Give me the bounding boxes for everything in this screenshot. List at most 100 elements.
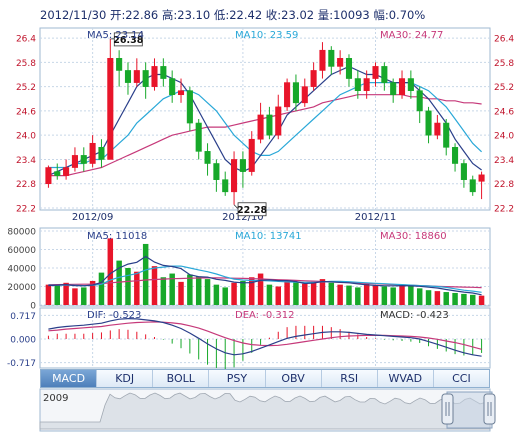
volume-grid	[40, 230, 490, 306]
candlestick	[381, 62, 388, 91]
volume-bar	[381, 286, 388, 305]
overview-navigator[interactable]: 2009	[39, 388, 496, 432]
candlestick	[301, 78, 308, 107]
volume-bar	[337, 284, 343, 305]
volume-bar	[178, 281, 184, 305]
tab-cci[interactable]: CCI	[433, 370, 489, 387]
volume-bar	[452, 292, 458, 305]
candle-body	[204, 151, 211, 164]
price-tick-left: 24.6	[16, 107, 36, 117]
overview-year-label: 2009	[43, 393, 68, 404]
candlestick	[398, 70, 406, 99]
candlestick	[257, 102, 264, 144]
tab-obv[interactable]: OBV	[265, 370, 322, 387]
price-tick-right: 22.2	[494, 205, 514, 215]
candle-body	[266, 114, 273, 136]
macd-tick: 0.000	[10, 336, 36, 346]
volume-bar	[355, 287, 361, 305]
candlestick	[54, 163, 61, 180]
volume-bar	[275, 286, 282, 305]
volume-bar	[160, 277, 167, 305]
volume-bar	[443, 292, 449, 305]
candle-body	[443, 122, 450, 148]
candle-body	[345, 58, 353, 79]
candle-body	[257, 114, 264, 140]
candle-body	[319, 49, 326, 71]
candlestick	[337, 50, 344, 75]
tab-boll[interactable]: BOLL	[153, 370, 210, 387]
volume-bar	[416, 288, 423, 305]
volume-bar	[408, 285, 414, 305]
legend-label: MA5: 23.14	[87, 30, 144, 41]
candle-body	[80, 155, 87, 164]
volume-bars	[45, 238, 485, 305]
volume-bar	[195, 276, 202, 305]
volume-bar	[372, 285, 379, 305]
overview-right-handle[interactable]	[483, 393, 496, 425]
volume-bar	[151, 266, 158, 305]
volume-tick: 0	[30, 302, 36, 312]
candle-body	[301, 86, 308, 104]
price-tick-left: 22.8	[16, 180, 36, 190]
volume-tick: 80000	[7, 228, 36, 238]
tab-wvad[interactable]: WVAD	[377, 370, 434, 387]
price-tick-left: 24.0	[16, 132, 36, 142]
candlestick	[89, 135, 96, 168]
candle-body	[354, 78, 361, 91]
volume-bar	[478, 295, 485, 305]
date-tick-label: 2012/09	[72, 212, 114, 223]
tab-rsi[interactable]: RSI	[321, 370, 378, 387]
candle-body	[337, 58, 344, 67]
macd-lines	[48, 317, 482, 357]
tab-kdj[interactable]: KDJ	[97, 370, 154, 387]
macd-tick: -0.717	[7, 359, 36, 369]
tab-psy[interactable]: PSY	[209, 370, 266, 387]
dea-line	[48, 321, 482, 350]
candle-body	[425, 110, 432, 136]
candlestick	[407, 70, 414, 99]
price-tick-right: 26.4	[494, 35, 514, 45]
volume-bar	[89, 280, 96, 305]
candlestick	[292, 74, 299, 111]
candlestick	[310, 62, 317, 91]
candle-body	[54, 171, 61, 176]
candlestick	[222, 171, 229, 196]
candlestick	[469, 175, 476, 196]
annotation-box	[113, 32, 143, 47]
candle-body	[213, 163, 220, 180]
candlestick	[133, 58, 140, 87]
macd-tick: 0.717	[10, 312, 36, 322]
candlestick	[124, 62, 132, 95]
candle-body	[177, 90, 185, 96]
candle-body	[133, 70, 140, 83]
overview-left-handle[interactable]	[441, 393, 454, 425]
volume-bar	[45, 284, 52, 305]
candlestick	[319, 42, 326, 79]
candle-body	[398, 78, 406, 96]
macd-legend: DIF: -0.523 DEA: -0.312 MACD: -0.423	[87, 310, 449, 321]
candlestick	[372, 62, 379, 87]
candlestick	[425, 106, 432, 144]
candlestick	[142, 62, 149, 99]
tab-macd[interactable]: MACD	[41, 370, 98, 387]
candlestick	[186, 86, 193, 132]
volume-bar	[72, 288, 78, 305]
volume-tick: 20000	[7, 283, 36, 293]
volume-ma5-line	[48, 255, 482, 296]
price-tick-right: 25.2	[494, 83, 514, 93]
macd-grid	[40, 314, 490, 364]
price-tick-left: 22.2	[16, 205, 36, 215]
annotation-label: 26.38	[113, 35, 143, 46]
candle-body	[222, 179, 229, 193]
candle-body	[381, 66, 388, 83]
price-tick-right: 25.8	[494, 59, 514, 69]
volume-bar	[363, 283, 370, 305]
candlestick	[107, 38, 114, 160]
candle-body	[363, 78, 370, 91]
candle-body	[407, 78, 414, 91]
volume-panel	[39, 227, 491, 307]
volume-bar	[231, 282, 237, 305]
legend-label: MA10: 13741	[235, 231, 302, 242]
candlestick	[80, 147, 87, 172]
volume-tick: 60000	[7, 246, 36, 256]
